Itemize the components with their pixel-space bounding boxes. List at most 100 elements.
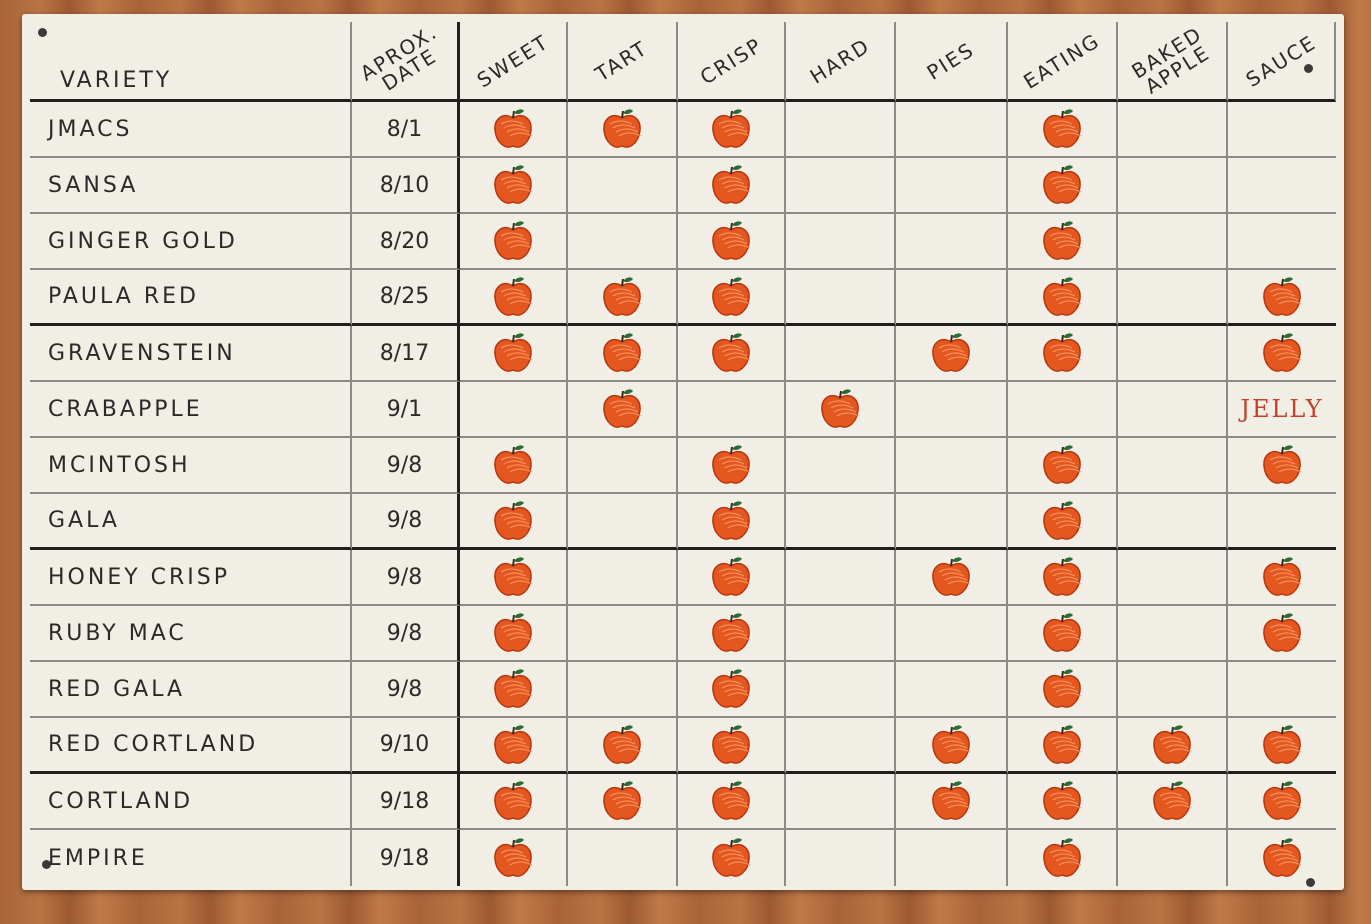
variety-cell: GALA — [30, 494, 352, 550]
use-cell-sauce — [1228, 438, 1336, 494]
harvest-date: 8/17 — [379, 340, 430, 366]
apple-icon — [603, 781, 642, 820]
apple-icon — [603, 389, 642, 428]
use-cell-baked-apple — [1118, 438, 1228, 494]
use-cell-sauce: JELLY — [1228, 382, 1336, 438]
apple-icon — [1043, 669, 1082, 708]
use-cell-eating — [1008, 774, 1118, 830]
use-cell-eating — [1008, 606, 1118, 662]
use-cell-tart — [568, 326, 678, 382]
use-cell-sauce — [1228, 494, 1336, 550]
apple-icon — [1263, 276, 1302, 316]
apple-icon — [603, 109, 642, 148]
use-cell-crisp — [678, 718, 786, 774]
harvest-date: 8/1 — [386, 116, 423, 142]
use-cell-tart — [568, 382, 678, 438]
apple-icon — [1263, 333, 1302, 372]
apple-icon — [1263, 557, 1302, 596]
use-cell-tart — [568, 718, 678, 774]
date-cell: 9/18 — [352, 774, 460, 830]
apple-icon — [603, 333, 642, 372]
use-cell-pies — [896, 158, 1008, 214]
header-use-label: BAKED APPLE — [1127, 21, 1215, 99]
use-cell-pies — [896, 662, 1008, 718]
apple-icon — [1153, 724, 1192, 764]
use-cell-baked-apple — [1118, 662, 1228, 718]
date-cell: 8/25 — [352, 270, 460, 326]
use-cell-eating — [1008, 550, 1118, 606]
header-sweet: SWEET — [460, 22, 568, 102]
use-cell-baked-apple — [1118, 774, 1228, 830]
screw-icon — [1304, 64, 1313, 73]
apple-icon — [712, 838, 751, 877]
variety-name: PAULA RED — [48, 284, 199, 309]
use-cell-crisp — [678, 550, 786, 606]
date-cell: 9/8 — [352, 438, 460, 494]
apple-icon — [712, 500, 751, 540]
apple-icon — [494, 276, 533, 316]
variety-name: CORTLAND — [48, 788, 194, 814]
use-cell-eating — [1008, 718, 1118, 774]
use-cell-sweet — [460, 718, 568, 774]
harvest-date: 9/10 — [379, 732, 430, 757]
use-cell-sweet — [460, 662, 568, 718]
use-cell-eating — [1008, 662, 1118, 718]
use-cell-tart — [568, 102, 678, 158]
variety-name: HONEY CRISP — [48, 564, 231, 590]
apple-icon — [712, 333, 751, 372]
use-cell-pies — [896, 102, 1008, 158]
variety-name: SANSA — [48, 172, 139, 198]
use-cell-baked-apple — [1118, 606, 1228, 662]
header-use-label: SWEET — [472, 29, 554, 92]
use-cell-sweet — [460, 606, 568, 662]
apple-icon — [1263, 445, 1302, 484]
use-cell-tart — [568, 214, 678, 270]
header-eating: EATING — [1008, 22, 1118, 102]
use-cell-eating — [1008, 494, 1118, 550]
use-cell-hard — [786, 550, 896, 606]
use-cell-tart — [568, 606, 678, 662]
apple-icon — [712, 109, 751, 148]
apple-icon — [1043, 838, 1082, 877]
use-cell-crisp — [678, 326, 786, 382]
header-use-label: CRISP — [695, 32, 767, 89]
variety-name: JMACS — [48, 116, 133, 142]
variety-cell: GRAVENSTEIN — [30, 326, 352, 382]
variety-name: RED CORTLAND — [48, 732, 259, 757]
use-cell-sauce — [1228, 102, 1336, 158]
variety-name: RUBY MAC — [48, 620, 187, 646]
variety-name: GALA — [48, 508, 120, 533]
harvest-date: 9/18 — [379, 788, 430, 814]
use-cell-crisp — [678, 270, 786, 326]
apple-icon — [712, 781, 751, 820]
screw-icon — [1306, 878, 1315, 887]
apple-icon — [712, 165, 751, 204]
use-cell-pies — [896, 718, 1008, 774]
apple-icon — [494, 333, 533, 372]
harvest-date: 9/1 — [386, 396, 423, 422]
use-cell-sauce — [1228, 214, 1336, 270]
harvest-date: 9/8 — [386, 564, 423, 590]
date-cell: 8/20 — [352, 214, 460, 270]
header-tart: TART — [568, 22, 678, 102]
apple-icon — [1043, 109, 1082, 148]
use-cell-baked-apple — [1118, 270, 1228, 326]
use-cell-sauce — [1228, 326, 1336, 382]
variety-cell: CORTLAND — [30, 774, 352, 830]
apple-icon — [712, 445, 751, 484]
variety-name: GRAVENSTEIN — [48, 340, 236, 366]
use-cell-baked-apple — [1118, 214, 1228, 270]
use-cell-sauce — [1228, 662, 1336, 718]
variety-name: MCINTOSH — [48, 452, 191, 478]
use-cell-hard — [786, 662, 896, 718]
use-cell-hard — [786, 606, 896, 662]
use-cell-tart — [568, 774, 678, 830]
use-cell-baked-apple — [1118, 494, 1228, 550]
date-cell: 9/8 — [352, 494, 460, 550]
apple-icon — [494, 500, 533, 540]
apple-icon — [712, 276, 751, 316]
apple-chart-board: VARIETY APROX. DATE SWEET TART CRISP HARD PIES… — [22, 14, 1344, 890]
apple-icon — [494, 838, 533, 877]
use-cell-hard — [786, 382, 896, 438]
use-cell-tart — [568, 158, 678, 214]
